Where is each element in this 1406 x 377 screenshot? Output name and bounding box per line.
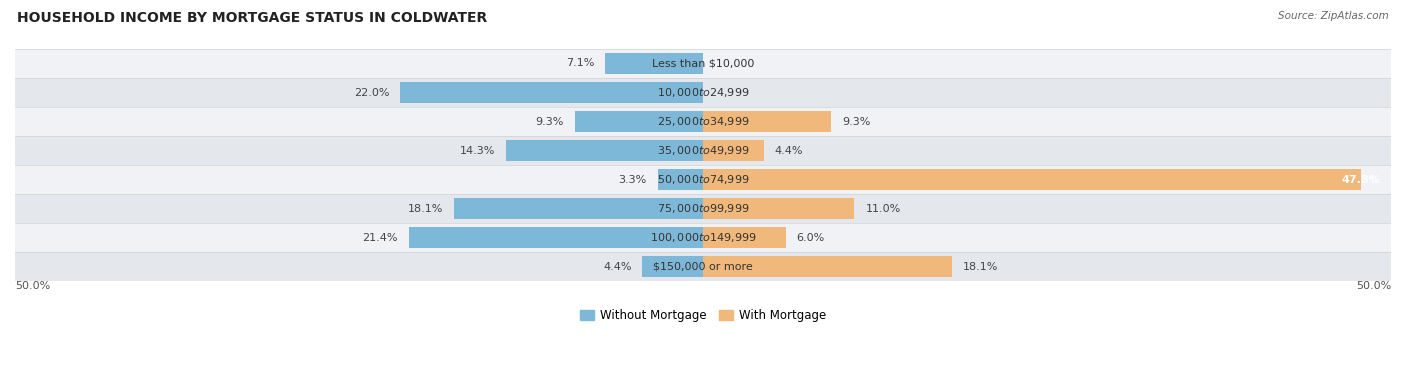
Text: 9.3%: 9.3% [536,116,564,127]
Text: 22.0%: 22.0% [354,87,389,98]
Bar [643,256,703,277]
Bar [703,140,763,161]
Bar [401,82,703,103]
Bar [15,252,1391,281]
Bar [15,223,1391,252]
Text: 4.4%: 4.4% [775,146,803,156]
Text: 14.3%: 14.3% [460,146,495,156]
Bar [658,169,703,190]
Text: 50.0%: 50.0% [15,281,51,291]
Bar [703,256,952,277]
Text: 4.4%: 4.4% [603,262,631,272]
Bar [703,111,831,132]
Text: HOUSEHOLD INCOME BY MORTGAGE STATUS IN COLDWATER: HOUSEHOLD INCOME BY MORTGAGE STATUS IN C… [17,11,486,25]
Text: 18.1%: 18.1% [963,262,998,272]
Text: 11.0%: 11.0% [865,204,901,214]
Text: $25,000 to $34,999: $25,000 to $34,999 [657,115,749,128]
Text: Source: ZipAtlas.com: Source: ZipAtlas.com [1278,11,1389,21]
Bar [15,165,1391,194]
Text: $150,000 or more: $150,000 or more [654,262,752,272]
Bar [15,194,1391,223]
Text: 50.0%: 50.0% [1355,281,1391,291]
Bar [575,111,703,132]
Text: 9.3%: 9.3% [842,116,870,127]
Bar [15,78,1391,107]
Bar [506,140,703,161]
Text: 3.3%: 3.3% [619,175,647,185]
Text: $35,000 to $49,999: $35,000 to $49,999 [657,144,749,157]
Bar [703,169,1361,190]
Text: $10,000 to $24,999: $10,000 to $24,999 [657,86,749,99]
Text: Less than $10,000: Less than $10,000 [652,58,754,69]
Bar [703,227,786,248]
Text: 18.1%: 18.1% [408,204,443,214]
Bar [15,49,1391,78]
Legend: Without Mortgage, With Mortgage: Without Mortgage, With Mortgage [575,304,831,326]
Bar [454,198,703,219]
Bar [409,227,703,248]
Text: 21.4%: 21.4% [361,233,398,243]
Text: 6.0%: 6.0% [797,233,825,243]
Text: $50,000 to $74,999: $50,000 to $74,999 [657,173,749,186]
Bar [15,136,1391,165]
Text: 47.8%: 47.8% [1341,175,1381,185]
Bar [15,107,1391,136]
Text: 7.1%: 7.1% [567,58,595,69]
Bar [703,198,855,219]
Text: $75,000 to $99,999: $75,000 to $99,999 [657,202,749,215]
Bar [606,53,703,74]
Text: $100,000 to $149,999: $100,000 to $149,999 [650,231,756,244]
